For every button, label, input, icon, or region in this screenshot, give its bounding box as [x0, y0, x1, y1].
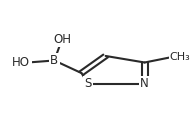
Text: B: B — [50, 54, 58, 67]
Text: N: N — [140, 77, 149, 90]
Text: CH₃: CH₃ — [170, 52, 191, 62]
Text: HO: HO — [12, 56, 30, 70]
Text: S: S — [84, 77, 92, 90]
Text: OH: OH — [53, 33, 71, 46]
